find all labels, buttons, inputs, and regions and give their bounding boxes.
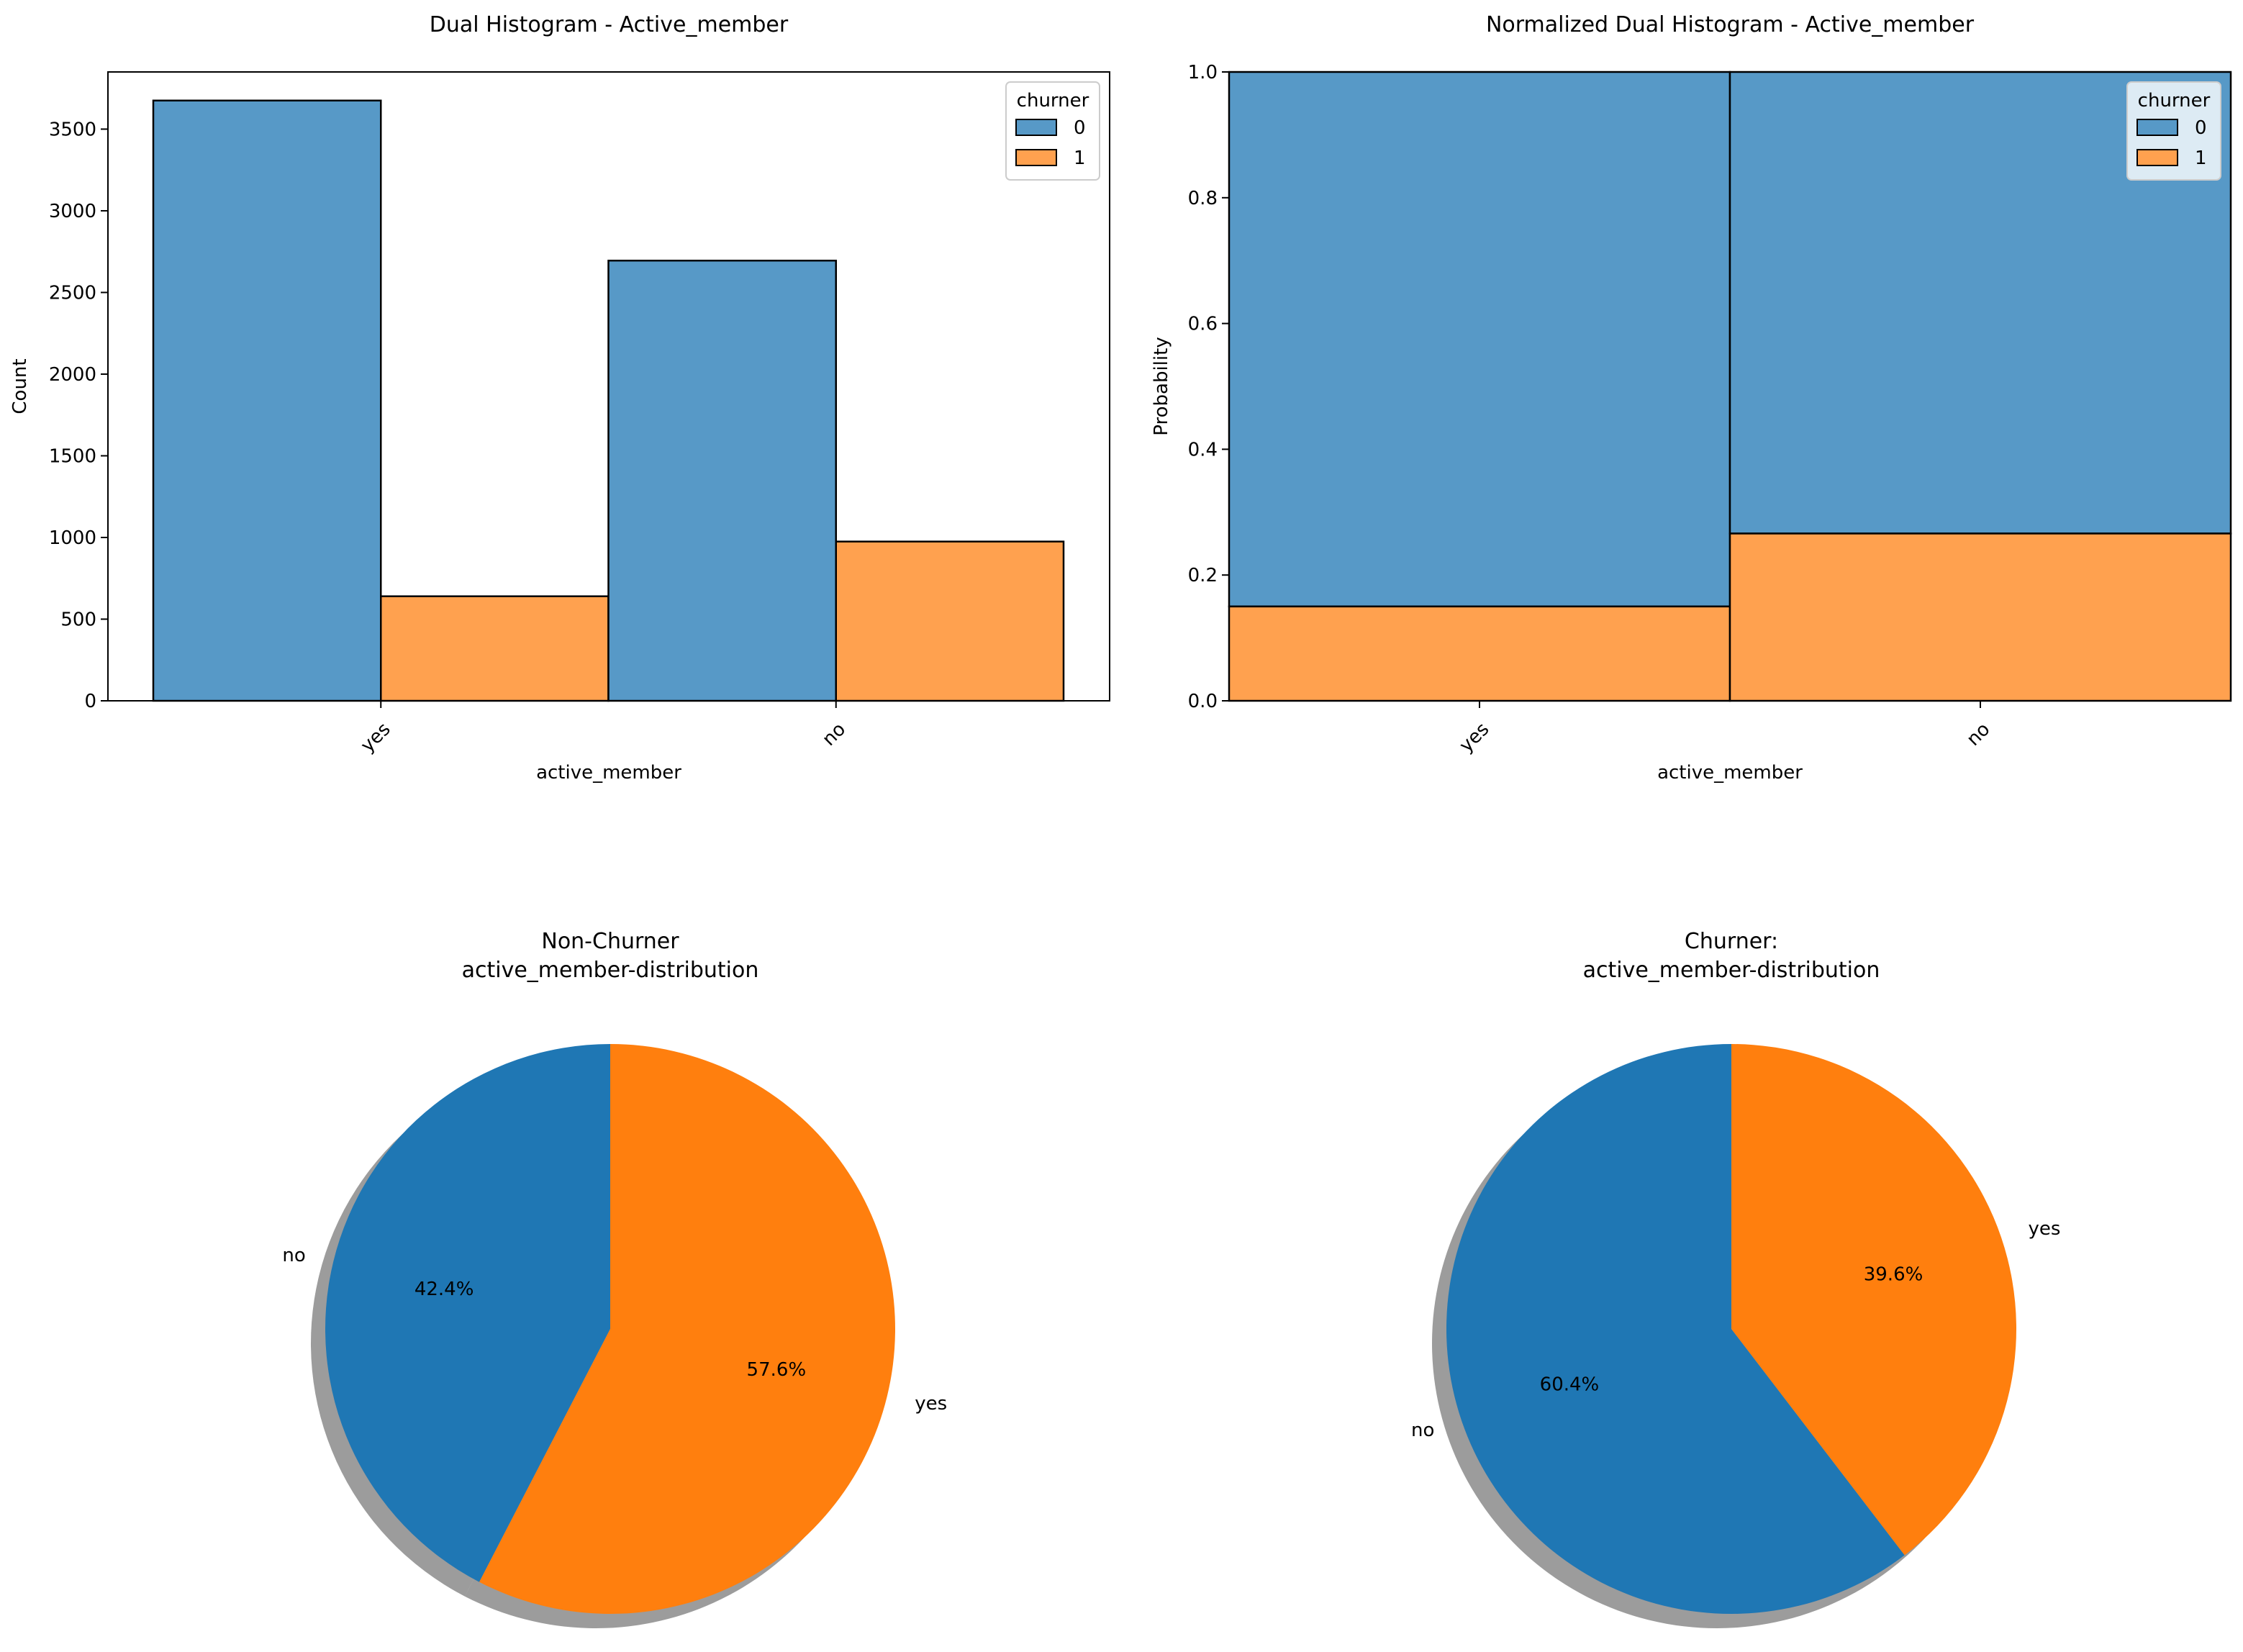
churner-pie-panel: Churner: active_member-distribution 60.4% n… (1411, 929, 2061, 1629)
bar-yes-churner-0 (1228, 71, 1731, 608)
legend-label-0: 0 (1074, 117, 1086, 139)
axes-frame (107, 71, 1110, 702)
y-tick-label: 3500 (49, 119, 96, 140)
pie-slice-no (325, 1044, 610, 1582)
y-axis-label: Probability (1151, 337, 1172, 435)
legend-swatch-1 (1015, 149, 1057, 166)
y-tick-label: 0.8 (1188, 188, 1218, 209)
x-tick-label-no: no (1962, 719, 1994, 750)
bar-yes-churner-0 (152, 99, 382, 702)
pie-percent-no: 60.4% (1540, 1374, 1600, 1395)
pie-label-yes: yes (2029, 1218, 2061, 1240)
y-tick-label: 0.2 (1188, 565, 1218, 586)
pie-label-yes: yes (915, 1393, 947, 1415)
pie-slice-no (1446, 1044, 1905, 1614)
x-tick-label-no: no (818, 719, 850, 750)
legend-swatch-0 (2136, 119, 2178, 136)
pie-title-line-1: Non-Churner (541, 929, 679, 954)
chart-title: Dual Histogram - Active_member (430, 12, 789, 37)
pie-percent-no: 42.4% (414, 1279, 474, 1300)
y-tick-label: 1000 (49, 527, 96, 549)
legend-title: churner (2138, 90, 2211, 112)
pie-percent-yes: 57.6% (747, 1359, 807, 1381)
bar-no-churner-0 (607, 259, 837, 702)
x-axis-label: active_member (536, 762, 681, 784)
pie-label-no: no (282, 1245, 305, 1266)
bar-yes-churner-1 (1228, 605, 1731, 702)
y-tick-label: 0.6 (1188, 314, 1218, 335)
normalized-histogram-panel: 0.0 0.2 0.4 0.6 0.8 1.0 Probability active_memb… (1151, 12, 2232, 784)
y-tick-label: 3000 (49, 201, 96, 222)
legend-title: churner (1017, 90, 1089, 112)
y-tick-label: 2000 (49, 364, 96, 386)
y-tick-label: 0 (84, 691, 96, 712)
y-tick-label: 500 (60, 609, 96, 630)
x-tick-label-yes: yes (1455, 719, 1493, 757)
bar-no-churner-1 (1728, 532, 2232, 702)
pie-slice-yes (1731, 1044, 2016, 1556)
legend-label-1: 1 (2195, 148, 2207, 169)
legend-label-1: 1 (1074, 148, 1086, 169)
y-tick-label: 0.0 (1188, 691, 1218, 712)
pie-title-line-2: active_member-distribution (1583, 958, 1880, 983)
bar-yes-churner-1 (380, 595, 610, 702)
x-axis-label: active_member (1657, 762, 1803, 784)
bar-no-churner-1 (835, 540, 1065, 702)
pie-percent-yes: 39.6% (1864, 1264, 1923, 1286)
y-tick-label: 2500 (49, 282, 96, 304)
legend-swatch-0 (1015, 119, 1057, 136)
pie-title-line-1: Churner: (1685, 929, 1778, 954)
count-histogram-panel: 0 500 1000 1500 2000 2500 3000 3500 Count active_… (9, 12, 1110, 784)
pie-label-no: no (1411, 1420, 1434, 1441)
legend-swatch-1 (2136, 149, 2178, 166)
y-tick-label: 1.0 (1188, 62, 1218, 83)
pie-title-line-2: active_member-distribution (462, 958, 759, 983)
chart-title: Normalized Dual Histogram - Active_membe… (1486, 12, 1975, 37)
axes-frame (1228, 71, 2231, 702)
y-tick-label: 1500 (49, 445, 96, 467)
y-axis-label: Count (9, 358, 31, 414)
non-churner-pie-panel: Non-Churner active_member-distribution 42.… (282, 929, 947, 1628)
legend-label-0: 0 (2195, 117, 2207, 139)
pie-slice-yes (479, 1044, 895, 1614)
x-tick-label-yes: yes (357, 719, 395, 757)
y-tick-label: 0.4 (1188, 439, 1218, 460)
